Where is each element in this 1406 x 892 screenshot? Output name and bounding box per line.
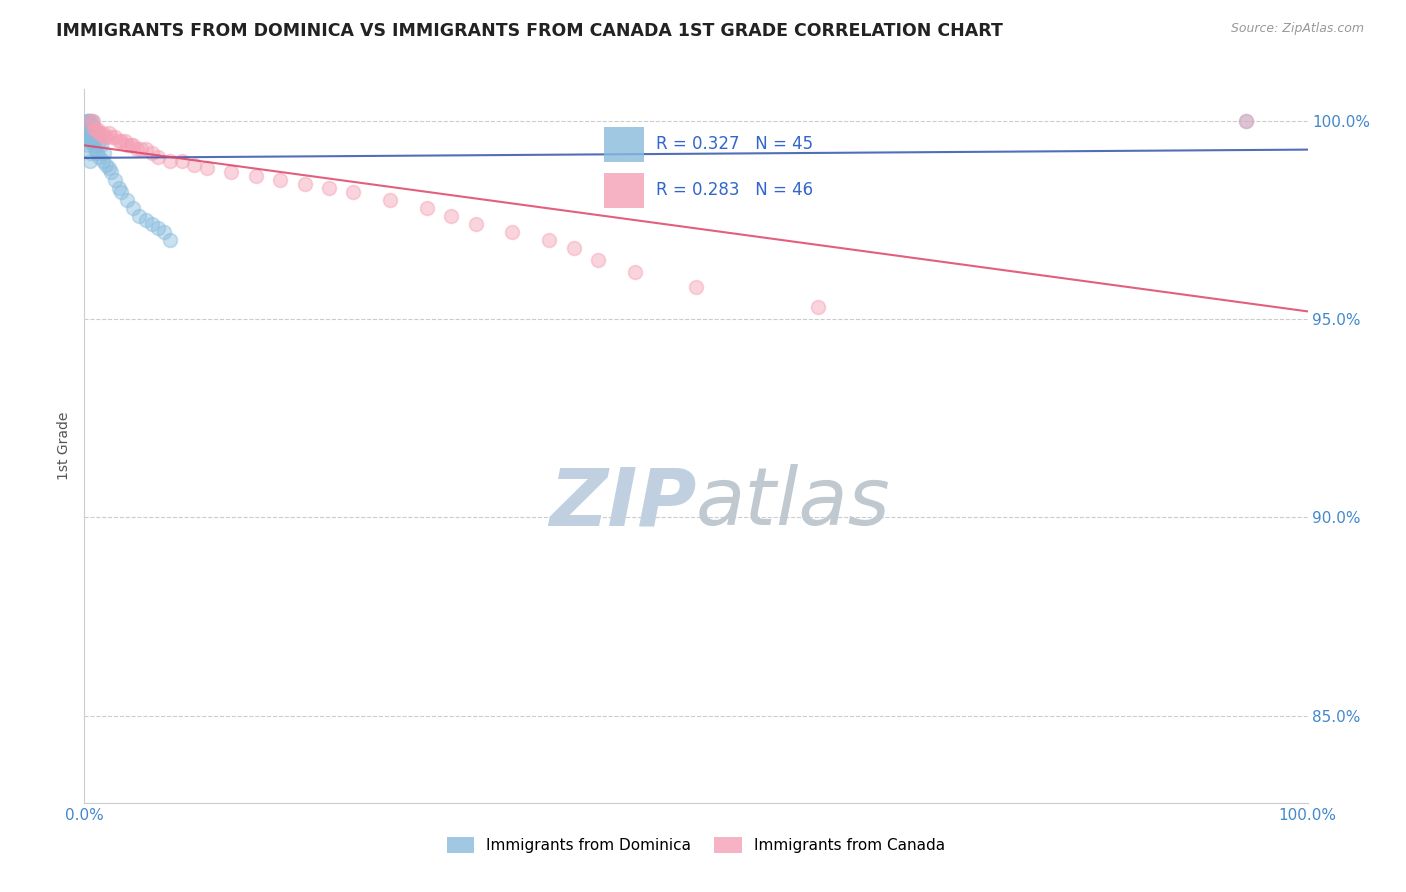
Point [107, 181, 129, 195]
Point [84, 142, 107, 156]
Point [77, 129, 100, 144]
Point [115, 137, 138, 152]
Point [624, 264, 647, 278]
Point [294, 178, 316, 192]
Point [110, 186, 132, 200]
Point [80, 126, 103, 140]
Point [79, 153, 101, 168]
Point [135, 142, 157, 156]
Point [96, 129, 118, 144]
Point [129, 142, 152, 156]
Point [502, 225, 524, 239]
Point [195, 161, 218, 176]
Point [146, 150, 169, 164]
Point [159, 233, 181, 247]
Point [97, 126, 120, 140]
Point [342, 186, 364, 200]
Point [76, 129, 98, 144]
Point [84, 126, 107, 140]
Point [104, 173, 127, 187]
Point [76, 114, 98, 128]
Point [79, 114, 101, 128]
Point [146, 221, 169, 235]
Point [141, 217, 163, 231]
Point [219, 165, 242, 179]
Point [77, 137, 100, 152]
Point [82, 121, 104, 136]
Point [269, 173, 291, 187]
Point [91, 153, 114, 168]
Point [562, 241, 585, 255]
Point [807, 300, 830, 314]
Point [80, 114, 103, 128]
Point [153, 225, 176, 239]
Point [120, 137, 142, 152]
Point [77, 114, 100, 128]
Point [83, 121, 105, 136]
Text: atlas: atlas [696, 464, 891, 542]
Point [416, 201, 439, 215]
Legend: Immigrants from Dominica, Immigrants from Canada: Immigrants from Dominica, Immigrants fro… [440, 831, 952, 859]
Point [77, 121, 100, 136]
Point [76, 121, 98, 136]
Point [135, 213, 157, 227]
Point [86, 145, 108, 160]
Point [96, 157, 118, 171]
Point [86, 129, 108, 144]
Point [79, 145, 101, 160]
Point [318, 181, 340, 195]
Point [79, 134, 101, 148]
Point [183, 157, 205, 171]
Point [77, 121, 100, 136]
Point [1236, 114, 1258, 128]
Point [104, 129, 127, 144]
Point [91, 126, 114, 140]
Point [586, 252, 609, 267]
Point [1236, 114, 1258, 128]
Point [82, 134, 104, 148]
Point [93, 145, 115, 160]
Point [84, 121, 107, 136]
Point [464, 217, 486, 231]
Point [122, 137, 145, 152]
Point [97, 161, 120, 176]
Point [245, 169, 267, 184]
Point [115, 193, 138, 207]
Point [100, 165, 122, 179]
Point [128, 209, 150, 223]
Point [100, 129, 122, 144]
Y-axis label: 1st Grade: 1st Grade [58, 412, 72, 480]
Point [89, 126, 111, 140]
Point [122, 201, 145, 215]
Text: IMMIGRANTS FROM DOMINICA VS IMMIGRANTS FROM CANADA 1ST GRADE CORRELATION CHART: IMMIGRANTS FROM DOMINICA VS IMMIGRANTS F… [56, 22, 1002, 40]
Point [685, 280, 707, 294]
Point [125, 142, 148, 156]
Point [93, 129, 115, 144]
Point [172, 153, 194, 168]
Point [440, 209, 463, 223]
Text: Source: ZipAtlas.com: Source: ZipAtlas.com [1230, 22, 1364, 36]
Point [380, 193, 402, 207]
Text: ZIP: ZIP [548, 464, 696, 542]
Point [87, 126, 110, 140]
Point [159, 153, 181, 168]
Point [141, 145, 163, 160]
Point [107, 134, 129, 148]
Point [87, 150, 110, 164]
Point [82, 114, 104, 128]
Point [114, 134, 136, 148]
Point [79, 121, 101, 136]
Point [90, 137, 112, 152]
Point [77, 114, 100, 128]
Point [79, 114, 101, 128]
Point [110, 134, 132, 148]
Point [87, 134, 110, 148]
Point [83, 137, 105, 152]
Point [83, 121, 105, 136]
Point [538, 233, 561, 247]
Point [77, 134, 100, 148]
Point [86, 121, 108, 136]
